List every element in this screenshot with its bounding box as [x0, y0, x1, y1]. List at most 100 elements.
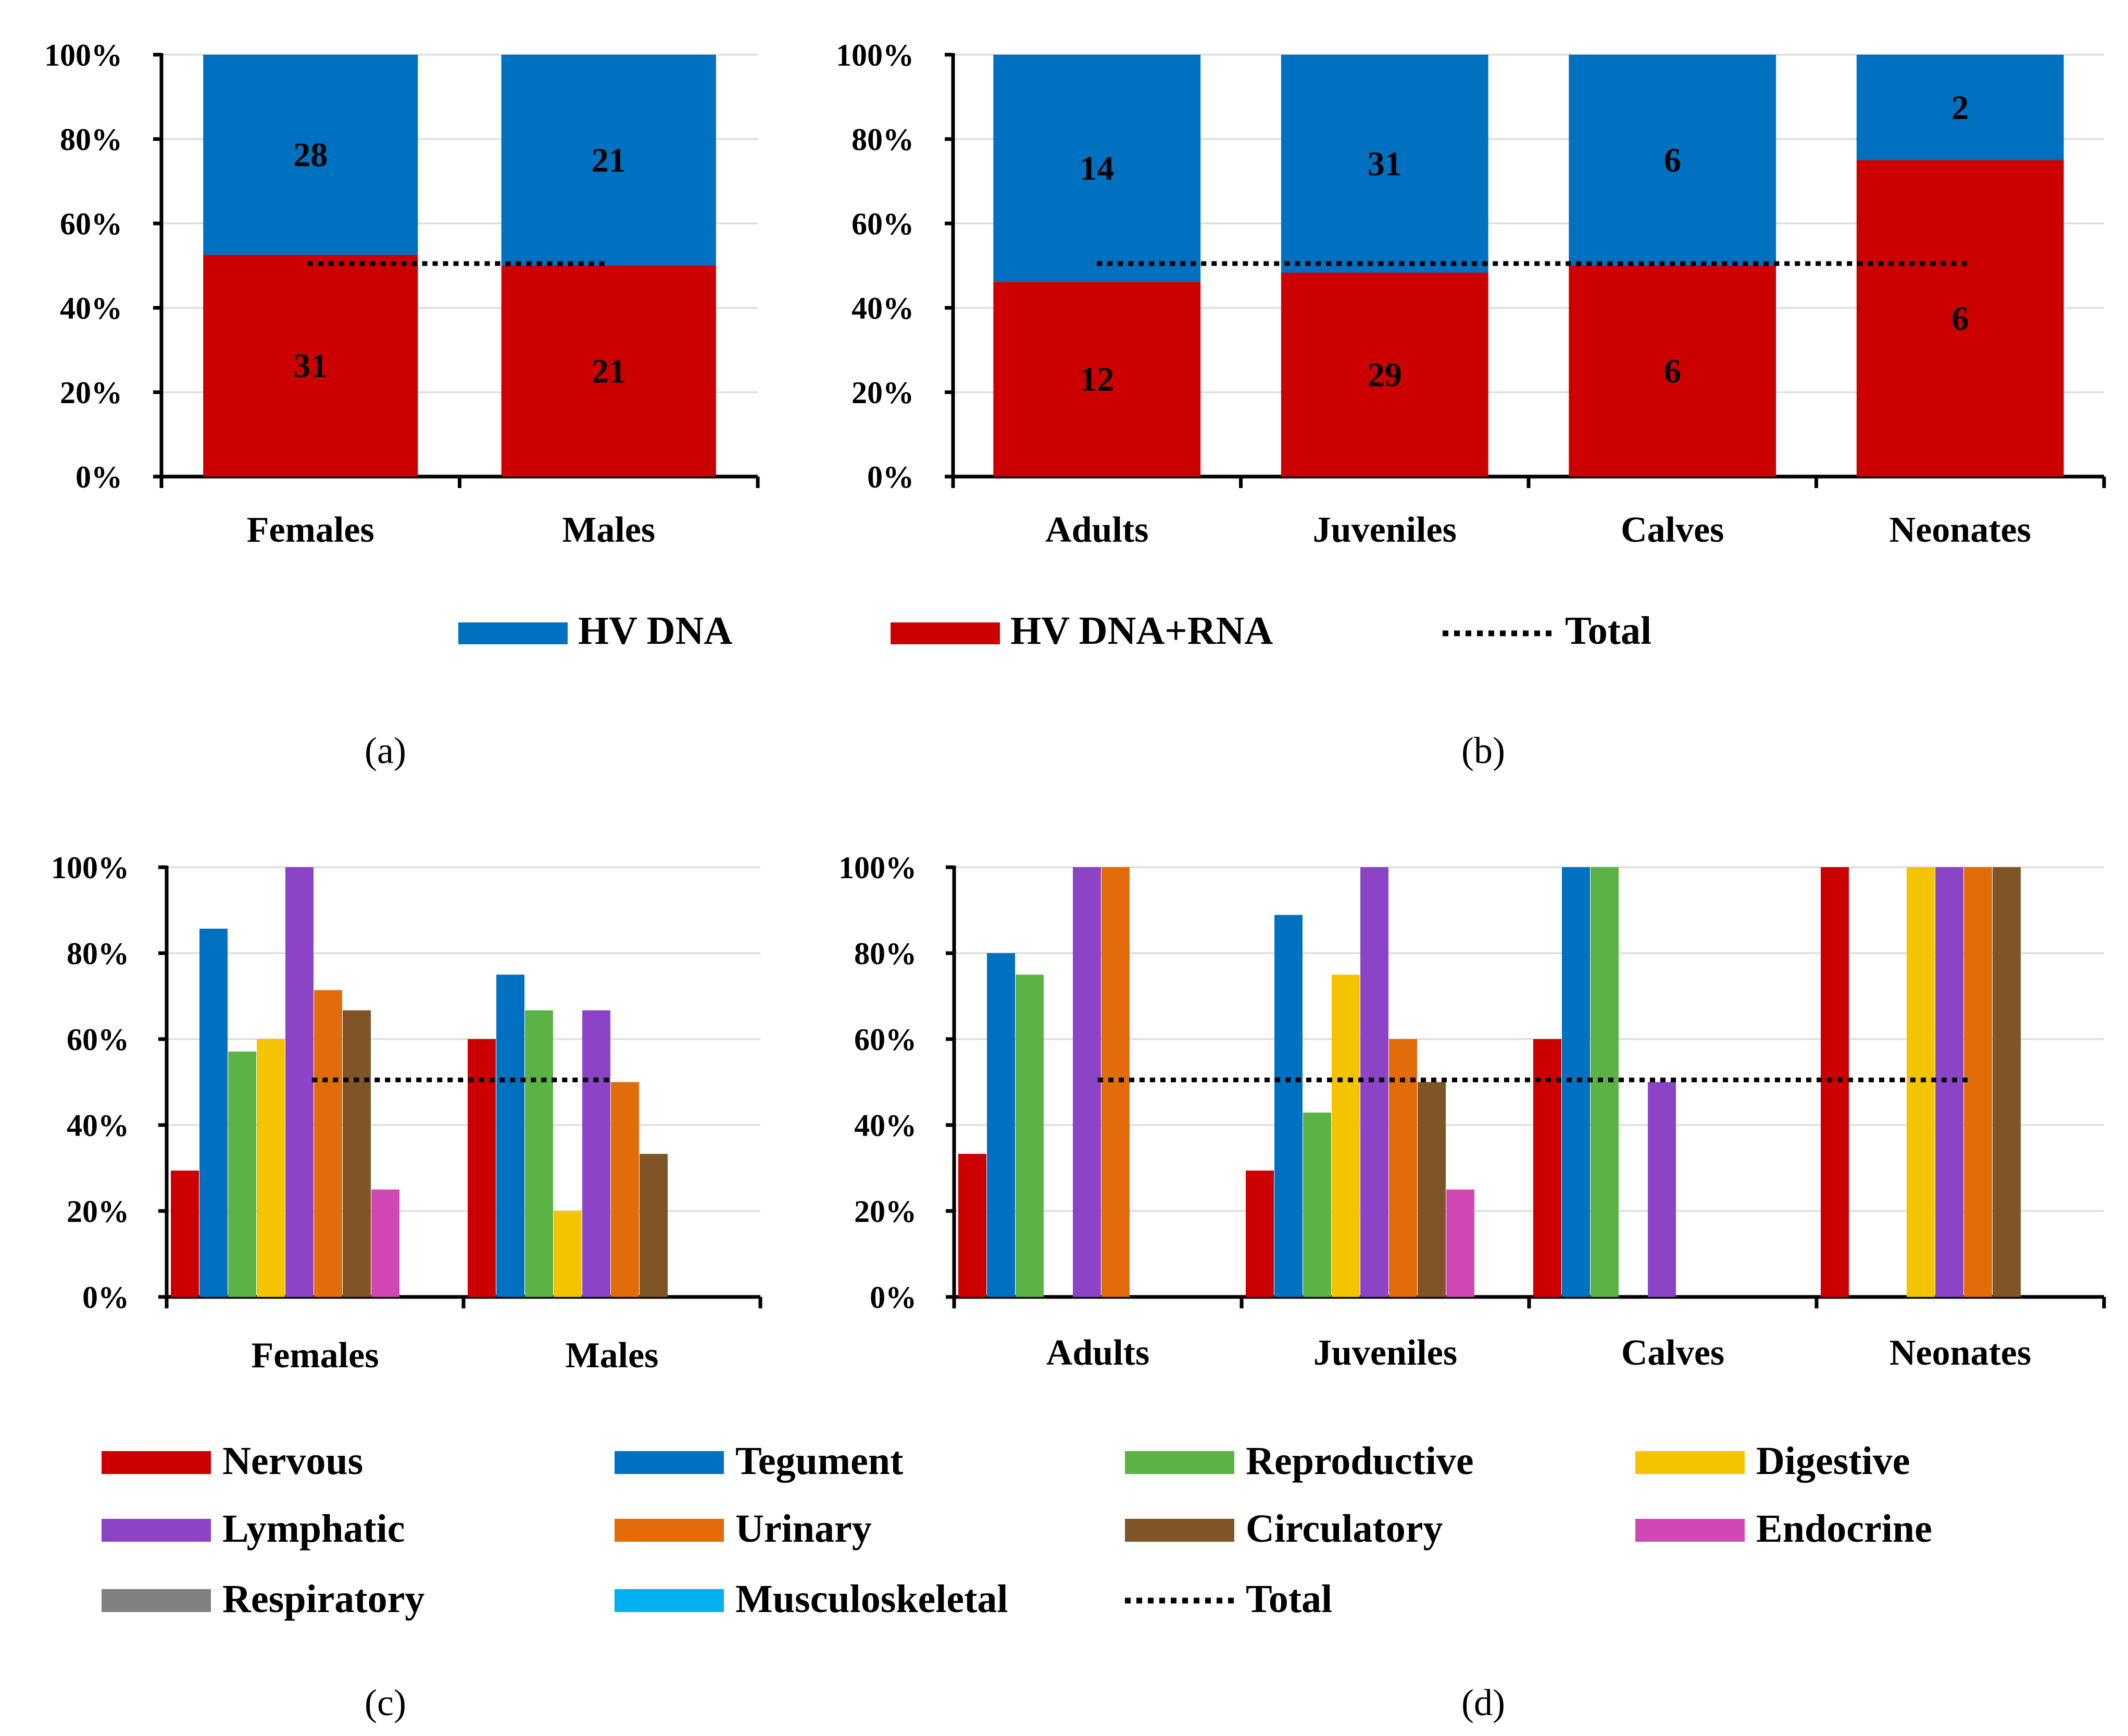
- legend-swatch-tegument: [615, 1451, 724, 1474]
- chart-c-category-label-females: Females: [252, 1335, 379, 1376]
- chart-b-ytick-label: 40%: [852, 291, 914, 326]
- chart-d-bar-neonates-circulatory: [1993, 867, 2021, 1297]
- chart-c-bar-females-lymphatic: [285, 867, 314, 1297]
- chart-c-bar-females-reproductive: [228, 1051, 256, 1297]
- chart-d-bar-neonates-nervous: [1821, 867, 1849, 1297]
- chart-a-category-label-males: Males: [562, 510, 655, 550]
- chart-a-ytick-label: 100%: [44, 38, 122, 72]
- legend-swatch-respiratory: [102, 1589, 211, 1612]
- legend-label-total-bottom: Total: [1246, 1577, 1332, 1621]
- legend-swatch-lymphatic: [102, 1519, 211, 1542]
- chart-b-bar-juveniles-hv-dna: [1281, 55, 1488, 273]
- chart-c-ytick-label: 20%: [67, 1194, 129, 1229]
- chart-c-ytick-label: 60%: [67, 1022, 129, 1057]
- legend-swatch-hv-dna: [458, 622, 568, 644]
- legend-label-hv-dna-rna: HV DNA+RNA: [1010, 609, 1273, 653]
- chart-a-bar-males-hv-dna: [501, 55, 716, 266]
- chart-a-ytick-label: 80%: [60, 122, 122, 157]
- legend-label-tegument: Tegument: [735, 1439, 903, 1483]
- chart-a-category-label-females: Females: [247, 510, 374, 550]
- chart-a-ytick-label: 0%: [76, 460, 122, 494]
- chart-a-bars: [203, 55, 716, 477]
- chart-b-category-label-juveniles: Juveniles: [1313, 510, 1457, 550]
- chart-b-ytick-label: 0%: [867, 460, 914, 494]
- chart-b-bar-adults-hv-dna: [993, 55, 1201, 282]
- chart-d-bar-juveniles-nervous: [1246, 1170, 1274, 1297]
- chart-a-data-label-females-hv-dna-rna: 31: [293, 347, 328, 385]
- chart-d-category-label-neonates: Neonates: [1889, 1333, 2031, 1373]
- legend-swatch-endocrine: [1635, 1519, 1745, 1542]
- chart-b-ytick-label: 60%: [852, 207, 914, 241]
- chart-b-data-label-calves-hv-dna: 6: [1664, 142, 1681, 180]
- chart-c-bar-females-endocrine: [371, 1189, 399, 1297]
- legend-top: HV DNA HV DNA+RNA Total: [458, 609, 1651, 653]
- chart-d-ytick-label: 40%: [854, 1108, 917, 1143]
- chart-c-ytick-label: 0%: [82, 1280, 129, 1315]
- chart-c-grouped-sex: 0% 20% 40% 60% 80% 100% Females Males: [51, 851, 762, 1376]
- chart-d-bar-calves-tegument: [1562, 867, 1590, 1297]
- chart-c-bar-females-digestive: [257, 1039, 285, 1297]
- chart-d-bar-adults-nervous: [958, 1154, 986, 1297]
- chart-b-stacked-age: 0% 20% 40% 60% 80% 100% Adults Juveniles Calves N…: [836, 38, 2106, 550]
- chart-c-bar-females-urinary: [314, 990, 342, 1297]
- chart-b-ytick-label: 20%: [852, 376, 914, 410]
- chart-d-category-label-juveniles: Juveniles: [1313, 1333, 1457, 1373]
- chart-d-grouped-age: 0% 20% 40% 60% 80% 100% Adults Juveniles Calves N…: [838, 851, 2106, 1373]
- chart-b-bar-calves-hv-dna: [1569, 55, 1776, 266]
- chart-b-category-label-calves: Calves: [1621, 510, 1724, 550]
- chart-b-data-label-juveniles-hv-dna-rna: 29: [1368, 356, 1402, 394]
- chart-a-bar-males-hv-dna-rna: [501, 266, 716, 477]
- chart-c-bar-females-nervous: [171, 1170, 199, 1297]
- chart-d-category-label-calves: Calves: [1621, 1333, 1724, 1373]
- legend-label-total-top: Total: [1565, 609, 1651, 653]
- chart-b-ytick-label: 80%: [852, 122, 914, 157]
- legend-label-reproductive: Reproductive: [1246, 1439, 1474, 1483]
- chart-b-bar-adults-hv-dna-rna: [993, 282, 1201, 477]
- chart-a-data-label-females-hv-dna: 28: [293, 136, 328, 174]
- chart-b-bar-neonates-hv-dna-rna: [1856, 160, 2064, 477]
- legend-label-respiratory: Respiratory: [222, 1577, 424, 1621]
- legend-label-urinary: Urinary: [735, 1507, 872, 1551]
- chart-c-bar-females-circulatory: [343, 1010, 371, 1297]
- panel-label-c: (c): [365, 1682, 406, 1723]
- chart-d-bar-calves-lymphatic: [1648, 1082, 1676, 1297]
- chart-b-data-label-neonates-hv-dna-rna: 6: [1951, 299, 1969, 338]
- chart-d-bar-adults-urinary: [1101, 867, 1130, 1297]
- chart-c-bar-males-reproductive: [525, 1010, 553, 1297]
- chart-a-ytick-label: 60%: [60, 207, 122, 241]
- chart-d-bar-adults-reproductive: [1016, 975, 1044, 1297]
- chart-b-ytick-label: 100%: [836, 38, 914, 72]
- legend-swatch-circulatory: [1125, 1519, 1234, 1542]
- chart-c-ytick-label: 80%: [67, 936, 129, 971]
- chart-b-category-label-neonates: Neonates: [1889, 510, 2031, 550]
- legend-bottom: Nervous Tegument Reproductive Digestive Lymp…: [102, 1439, 1932, 1621]
- chart-c-bar-males-lymphatic: [582, 1010, 610, 1297]
- chart-d-bar-adults-tegument: [987, 953, 1015, 1297]
- chart-b-data-label-juveniles-hv-dna: 31: [1368, 145, 1402, 183]
- chart-d-ytick-label: 0%: [870, 1280, 917, 1315]
- legend-label-endocrine: Endocrine: [1756, 1507, 1932, 1551]
- chart-c-bars: [171, 867, 668, 1297]
- chart-c-category-label-males: Males: [566, 1335, 659, 1376]
- chart-c-bar-males-digestive: [554, 1211, 582, 1297]
- chart-a-stacked-sex: 0% 20% 40% 60% 80% 100% Females Males 31 28 21 21: [44, 38, 760, 550]
- panel-label-a: (a): [365, 730, 406, 771]
- legend-swatch-digestive: [1635, 1451, 1745, 1474]
- chart-a-ytick-label: 20%: [60, 376, 122, 410]
- chart-a-bar-females-hv-dna-rna: [203, 255, 418, 477]
- chart-c-ytick-label: 40%: [67, 1108, 129, 1143]
- chart-b-data-label-adults-hv-dna: 14: [1080, 149, 1114, 188]
- panel-label-b: (b): [1461, 730, 1505, 771]
- chart-d-ytick-label: 80%: [854, 936, 917, 971]
- legend-swatch-reproductive: [1125, 1451, 1234, 1474]
- chart-b-category-label-adults: Adults: [1045, 510, 1148, 550]
- chart-d-bar-neonates-lymphatic: [1935, 867, 1963, 1297]
- chart-d-bars: [958, 867, 2021, 1297]
- chart-b-data-label-neonates-hv-dna: 2: [1951, 89, 1969, 127]
- chart-d-bar-juveniles-circulatory: [1418, 1082, 1446, 1297]
- chart-d-category-label-adults: Adults: [1046, 1333, 1149, 1373]
- chart-c-bar-males-circulatory: [640, 1154, 668, 1297]
- chart-d-bar-juveniles-tegument: [1274, 915, 1303, 1297]
- chart-c-bar-males-tegument: [496, 975, 524, 1297]
- chart-b-bars: [993, 55, 2064, 477]
